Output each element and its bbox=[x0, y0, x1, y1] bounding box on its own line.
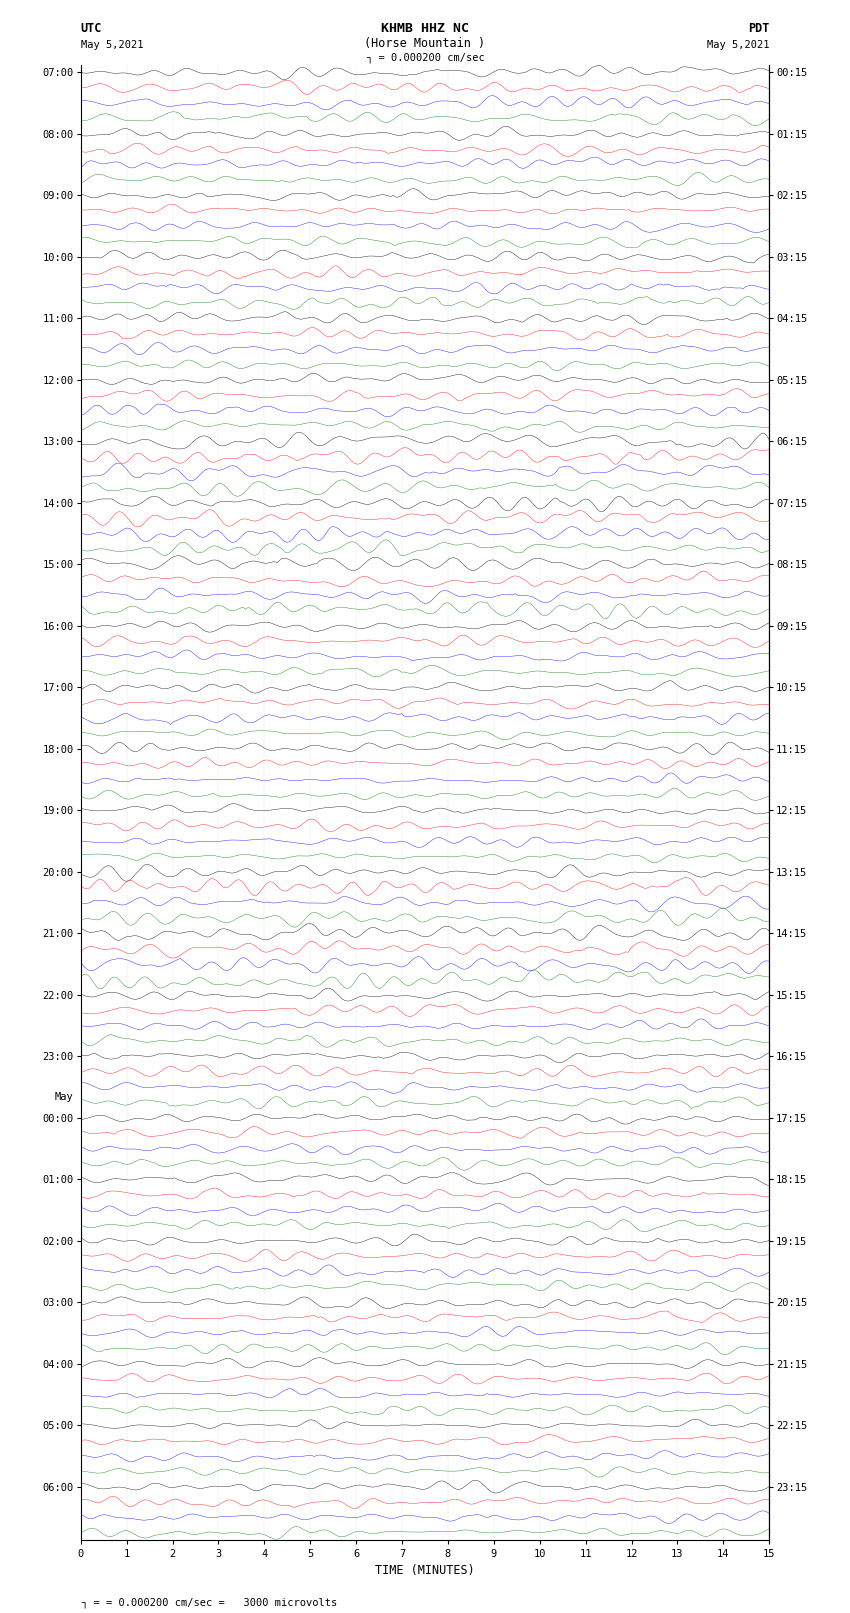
Text: KHMB HHZ NC: KHMB HHZ NC bbox=[381, 23, 469, 35]
X-axis label: TIME (MINUTES): TIME (MINUTES) bbox=[375, 1563, 475, 1576]
Text: ┐ = 0.000200 cm/sec: ┐ = 0.000200 cm/sec bbox=[366, 52, 484, 63]
Text: May 5,2021: May 5,2021 bbox=[81, 40, 144, 50]
Text: (Horse Mountain ): (Horse Mountain ) bbox=[365, 37, 485, 50]
Text: May: May bbox=[55, 1092, 74, 1102]
Text: ┐ = = 0.000200 cm/sec =   3000 microvolts: ┐ = = 0.000200 cm/sec = 3000 microvolts bbox=[81, 1597, 337, 1608]
Text: UTC: UTC bbox=[81, 23, 102, 35]
Text: PDT: PDT bbox=[748, 23, 769, 35]
Text: May 5,2021: May 5,2021 bbox=[706, 40, 769, 50]
